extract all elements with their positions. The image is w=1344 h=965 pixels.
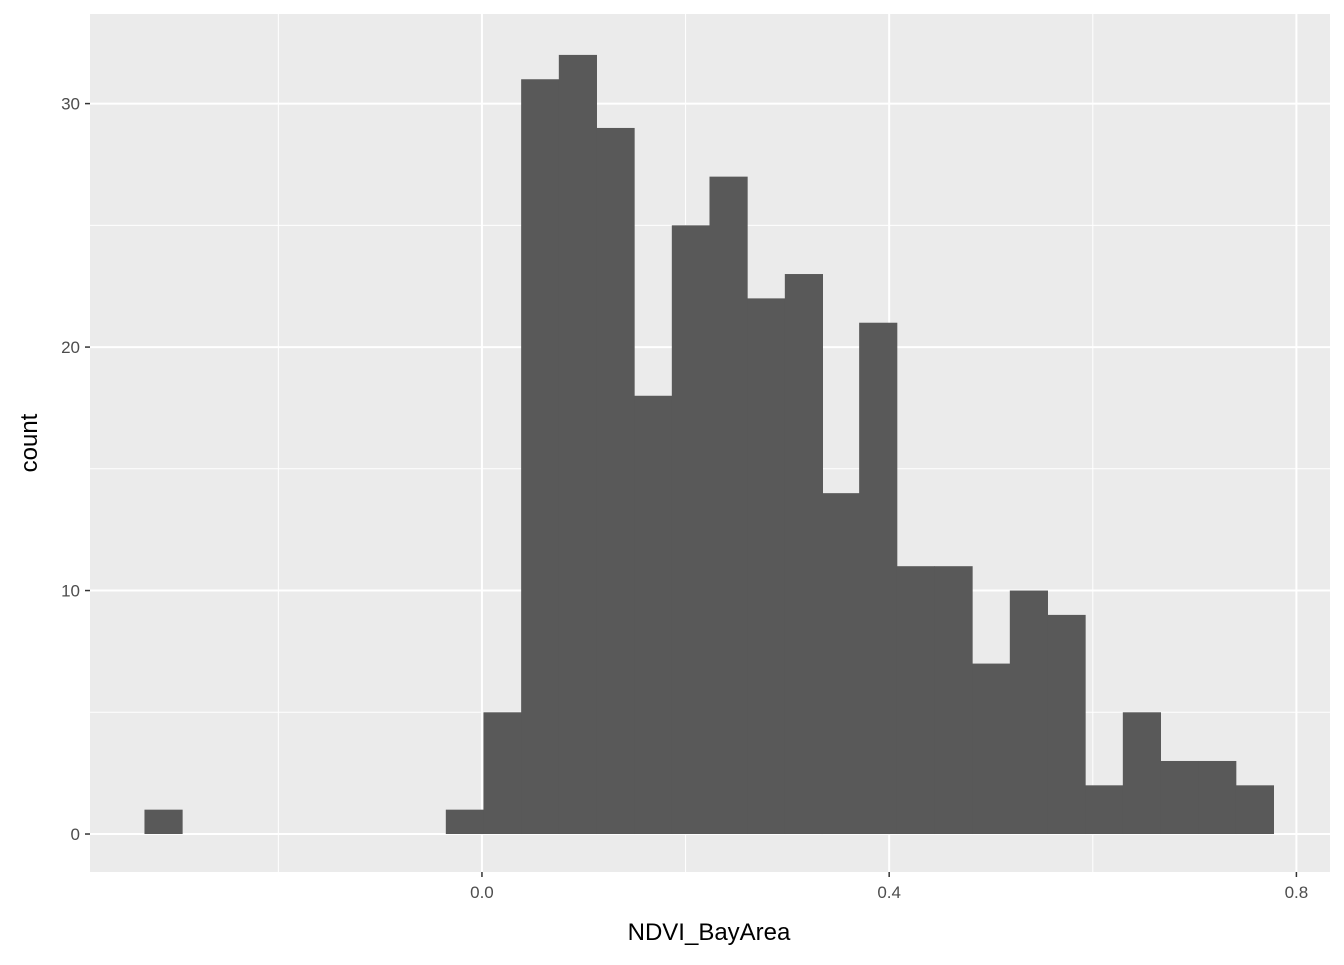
histogram-bar [747, 298, 786, 835]
x-tick-label: 0.8 [1285, 883, 1309, 902]
y-axis-ticks: 0 10 20 30 [61, 95, 90, 844]
x-tick-label: 0.0 [470, 883, 494, 902]
histogram-bar [1047, 614, 1086, 835]
histogram-bar [934, 566, 973, 835]
y-tick-label: 10 [61, 582, 80, 601]
histogram-bar [144, 809, 183, 835]
y-tick-label: 20 [61, 338, 80, 357]
histogram-bar [821, 493, 860, 835]
histogram-bar [1122, 712, 1161, 835]
x-axis-title: NDVI_BayArea [628, 919, 791, 946]
y-tick-label: 30 [61, 95, 80, 114]
histogram-bar [709, 176, 748, 835]
histogram-bar [972, 663, 1011, 835]
histogram-bar [596, 127, 635, 835]
histogram-bar [859, 322, 898, 835]
histogram-bar [1160, 760, 1199, 835]
bars [144, 54, 1274, 835]
y-axis-title: count [16, 413, 43, 472]
histogram-bar [671, 225, 710, 835]
histogram-bar [483, 712, 522, 835]
x-tick-label: 0.4 [877, 883, 901, 902]
histogram-bar [784, 274, 823, 835]
y-tick-label: 0 [71, 825, 80, 844]
histogram-bar [634, 395, 673, 835]
histogram-bar [1198, 760, 1237, 835]
histogram-bar [521, 79, 560, 835]
histogram-bar [558, 54, 597, 835]
histogram-bar [1009, 590, 1048, 835]
histogram-bar [1235, 785, 1274, 835]
x-axis-ticks: 0.0 0.4 0.8 [470, 872, 1308, 902]
histogram-bar [445, 809, 484, 835]
histogram-bar [896, 566, 935, 835]
histogram-bar [1085, 785, 1124, 835]
